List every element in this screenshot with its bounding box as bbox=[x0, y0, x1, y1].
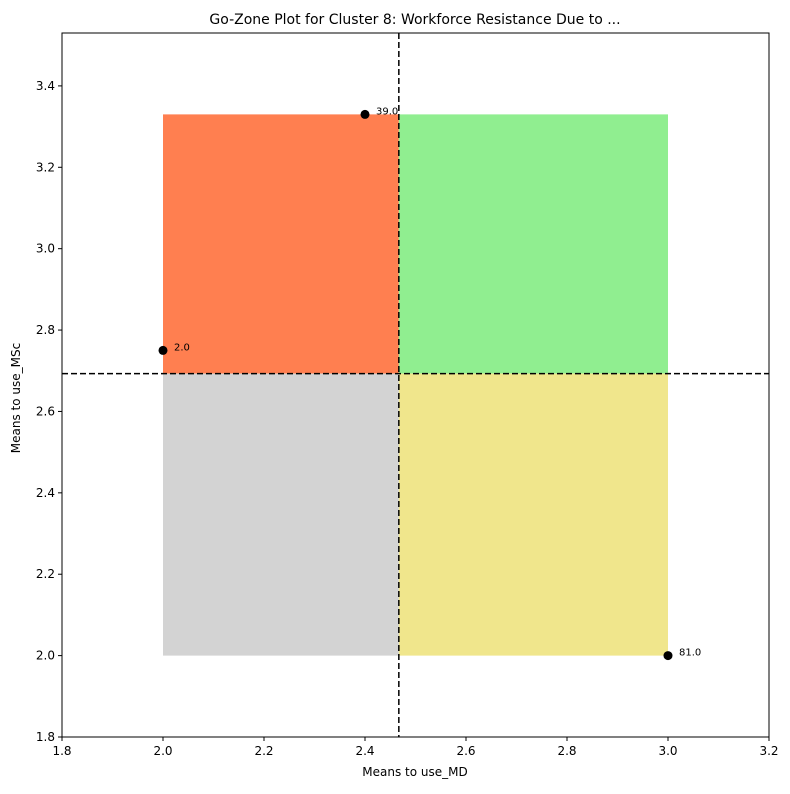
x-tick-label: 1.8 bbox=[52, 744, 71, 758]
zone-lower-right bbox=[398, 373, 668, 656]
x-axis-label: Means to use_MD bbox=[362, 765, 467, 779]
data-point-label: 2.0 bbox=[174, 342, 190, 353]
data-point-label: 39.0 bbox=[376, 106, 398, 117]
y-tick-label: 1.8 bbox=[36, 730, 55, 744]
y-tick-label: 2.4 bbox=[36, 486, 55, 500]
zones-layer bbox=[163, 114, 668, 656]
mean-lines-layer bbox=[62, 33, 769, 737]
zone-lower-left bbox=[163, 373, 399, 656]
zone-upper-right bbox=[398, 114, 668, 374]
data-point bbox=[663, 651, 673, 661]
x-tick-label: 3.0 bbox=[658, 744, 677, 758]
x-tick-label: 2.4 bbox=[355, 744, 374, 758]
points-layer: 2.0 39.0 81.0 bbox=[158, 106, 701, 661]
x-tick-label: 2.0 bbox=[153, 744, 172, 758]
y-tick-label: 3.0 bbox=[36, 242, 55, 256]
y-tick-label: 2.6 bbox=[36, 404, 55, 418]
x-tick-label: 2.8 bbox=[557, 744, 576, 758]
data-point bbox=[158, 345, 168, 355]
y-tick-label: 2.2 bbox=[36, 567, 55, 581]
y-axis-label: Means to use_MSc bbox=[9, 343, 23, 453]
x-tick-label: 2.2 bbox=[254, 744, 273, 758]
chart-title: Go-Zone Plot for Cluster 8: Workforce Re… bbox=[209, 12, 620, 28]
y-tick-label: 3.4 bbox=[36, 79, 55, 93]
x-tick-label: 2.6 bbox=[456, 744, 475, 758]
y-tick-label: 2.8 bbox=[36, 323, 55, 337]
x-tick-label: 3.2 bbox=[759, 744, 778, 758]
plot-frame bbox=[61, 32, 770, 738]
y-axis-ticks: 1.8 2.0 2.2 2.4 2.6 2.8 3.0 3.2 3.4 bbox=[36, 79, 62, 744]
y-tick-label: 2.0 bbox=[36, 649, 55, 663]
y-tick-label: 3.2 bbox=[36, 160, 55, 174]
data-point bbox=[360, 109, 370, 119]
data-point-label: 81.0 bbox=[679, 648, 701, 659]
x-axis-ticks: 1.8 2.0 2.2 2.4 2.6 2.8 3.0 3.2 bbox=[52, 737, 779, 758]
zone-upper-left bbox=[163, 114, 399, 374]
